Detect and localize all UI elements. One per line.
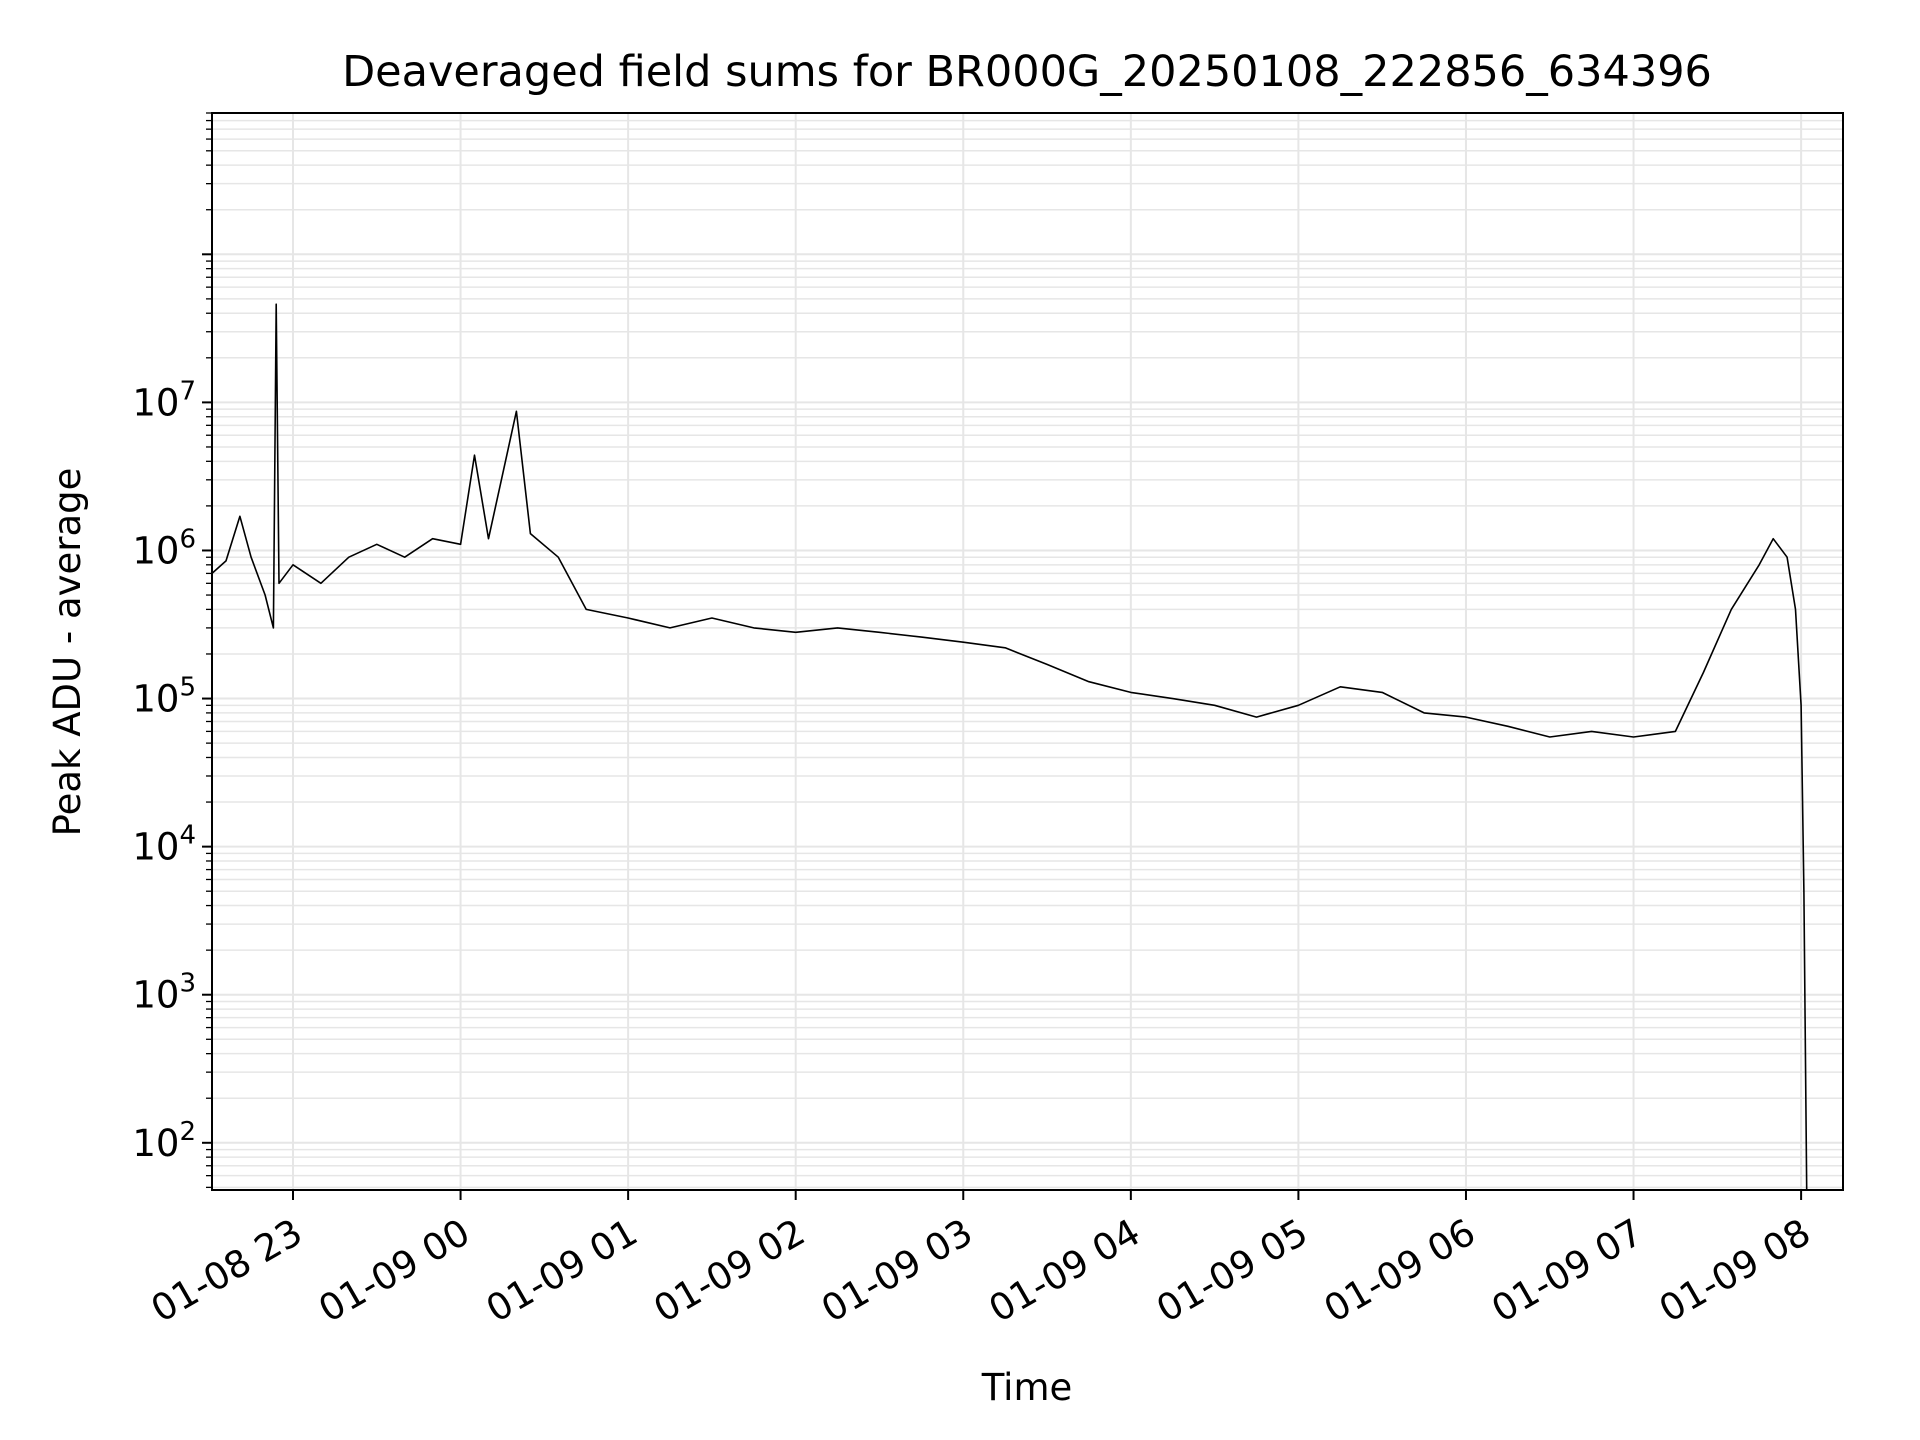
y-axis: 102 103 104 105 106 107	[132, 112, 212, 1189]
plot-area	[211, 303, 1808, 1191]
y-axis-label: Peak ADU - average	[46, 468, 89, 837]
x-axis-label: Time	[981, 1366, 1073, 1409]
y-tick-label: 107	[132, 376, 196, 424]
series-line	[211, 303, 1808, 1191]
chart-title: Deaveraged field sums for BR000G_2025010…	[342, 47, 1712, 97]
y-tick-label: 102	[132, 1117, 196, 1165]
y-tick-label: 105	[132, 673, 196, 721]
grid	[212, 112, 1843, 1190]
y-tick-label: 106	[132, 524, 196, 572]
y-tick-label: 103	[132, 969, 196, 1017]
y-tick-label: 104	[132, 821, 196, 869]
axes-frame	[211, 112, 1844, 1191]
